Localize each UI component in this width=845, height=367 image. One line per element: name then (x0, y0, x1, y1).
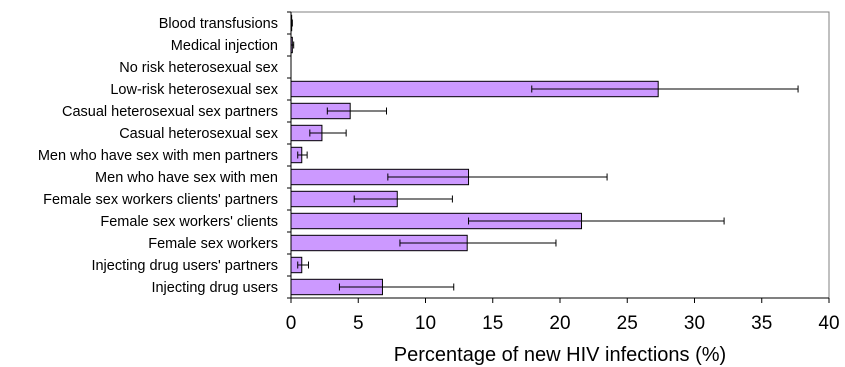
x-axis-title: Percentage of new HIV infections (%) (394, 344, 726, 366)
error-bars-group (290, 19, 799, 291)
error-bar-female-sex-workers-clients (468, 217, 725, 225)
error-bar-injecting-drug-users (338, 283, 455, 291)
plot-area (290, 11, 830, 299)
category-labels-group: Blood transfusions Medical injection No ri… (38, 11, 291, 299)
error-bar-low-risk-heterosexual-sex (531, 85, 799, 93)
category-label-female-sex-workers: Female sex workers (148, 236, 278, 252)
category-label-injecting-drug-users: Injecting drug users (151, 280, 278, 296)
category-label-casual-heterosexual-sex: Casual heterosexual sex (119, 126, 279, 142)
category-label-injecting-drug-users-partners: Injecting drug users' partners (91, 258, 278, 274)
x-tick-label-20: 20 (549, 313, 570, 334)
error-bar-female-sex-workers-clients-partners (353, 195, 453, 203)
category-label-female-sex-workers-clients: Female sex workers' clients (100, 214, 278, 230)
error-bar-female-sex-workers (399, 239, 557, 247)
category-label-low-risk-heterosexual-sex: Low-risk heterosexual sex (110, 82, 278, 98)
x-tick-label-30: 30 (684, 313, 705, 334)
category-label-female-sex-workers-clients-partners: Female sex workers clients' partners (43, 192, 278, 208)
error-bar-casual-heterosexual-sex (309, 129, 347, 137)
error-bar-men-who-have-sex-with-men-partners (297, 151, 308, 159)
error-bar-men-who-have-sex-with-men (387, 173, 608, 181)
x-tick-label-25: 25 (617, 313, 638, 334)
x-tick-label-10: 10 (415, 313, 436, 334)
x-tick-label-40: 40 (818, 313, 839, 334)
error-bar-injecting-drug-users-partners (297, 261, 309, 269)
category-label-no-risk-heterosexual-sex: No risk heterosexual sex (119, 60, 279, 76)
x-tick-label-0: 0 (286, 313, 297, 334)
x-tick-label-35: 35 (751, 313, 772, 334)
x-tick-label-5: 5 (353, 313, 364, 334)
x-tick-label-15: 15 (482, 313, 503, 334)
category-label-casual-heterosexual-sex-partners: Casual heterosexual sex partners (62, 104, 278, 120)
error-bar-casual-heterosexual-sex-partners (326, 107, 387, 115)
category-label-men-who-have-sex-with-men: Men who have sex with men (95, 170, 278, 186)
category-label-medical-injection: Medical injection (171, 38, 278, 54)
category-label-men-who-have-sex-with-men-partners: Men who have sex with men partners (38, 148, 278, 164)
category-label-blood-transfusions: Blood transfusions (159, 16, 278, 32)
x-ticks-group: 0 5 10 15 20 25 30 35 40 (286, 298, 840, 334)
